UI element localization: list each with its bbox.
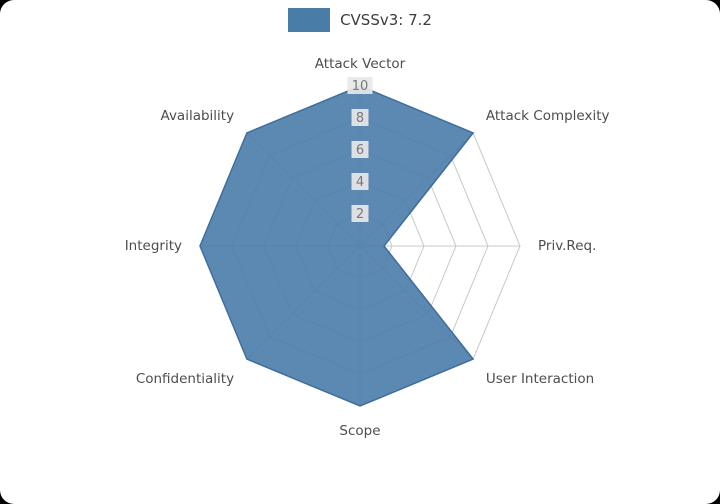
tick-label: 8 [356, 111, 364, 126]
tick-label-box [347, 77, 373, 94]
legend-label: CVSSv3: 7.2 [340, 11, 432, 29]
tick-label-box [351, 173, 369, 190]
axis-label: Scope [339, 423, 380, 439]
tick-label: 10 [352, 79, 369, 94]
axis-label: User Interaction [486, 371, 594, 387]
legend: CVSSv3: 7.2 [0, 8, 720, 32]
tick-label-box [351, 109, 369, 126]
axis-label: Attack Vector [315, 56, 406, 72]
tick-label-box [351, 141, 369, 158]
tick-label: 4 [356, 175, 364, 190]
axis-label: Integrity [125, 238, 182, 254]
axis-label: Attack Complexity [486, 108, 610, 124]
axis-label: Availability [161, 108, 235, 124]
axis-label: Confidentiality [136, 371, 234, 387]
radar-series-polygon [199, 85, 475, 407]
tick-label: 6 [356, 143, 364, 158]
tick-label: 2 [356, 207, 364, 222]
legend-swatch [288, 8, 331, 32]
axis-label: Priv.Req. [538, 238, 596, 254]
tick-label-box [351, 205, 369, 222]
